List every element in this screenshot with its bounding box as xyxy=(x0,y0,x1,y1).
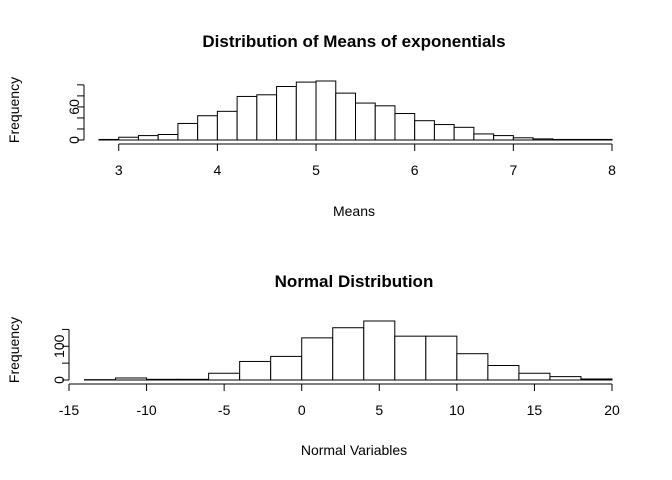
x-tick-label: 3 xyxy=(115,162,123,178)
histogram-bar xyxy=(146,378,179,381)
histogram-bar xyxy=(374,105,396,141)
histogram-bar xyxy=(208,372,241,381)
y-tick-label: 0 xyxy=(66,136,82,144)
y-axis-label: Frequency xyxy=(6,317,22,383)
histogram-bar xyxy=(487,365,520,381)
histogram-bar xyxy=(473,133,495,141)
x-axis: -15 -10 -5 0 5 10 15 20 xyxy=(59,383,620,418)
histogram-bar xyxy=(363,320,396,381)
histogram-bar xyxy=(433,124,455,141)
histogram-bar xyxy=(394,113,416,141)
histogram-bar xyxy=(239,360,272,381)
histogram-bar xyxy=(177,378,210,381)
histogram-bar xyxy=(98,138,120,141)
histogram-bar xyxy=(177,122,199,141)
histogram-bar xyxy=(301,337,334,381)
y-axis: 0 100 xyxy=(51,328,70,384)
histogram-bar xyxy=(315,80,337,141)
histogram-bar xyxy=(216,110,238,141)
x-tick-label: 8 xyxy=(608,162,616,178)
y-tick-label: 100 xyxy=(51,334,67,358)
histogram-bar xyxy=(456,353,489,381)
x-tick-label: 7 xyxy=(509,162,517,178)
x-tick-label: 20 xyxy=(604,402,620,418)
x-axis-label: Means xyxy=(333,203,375,219)
histogram-bar xyxy=(137,135,159,141)
y-tick-label: 60 xyxy=(66,99,82,115)
y-tick-label: 0 xyxy=(51,376,67,384)
histogram-bar xyxy=(157,133,179,141)
y-axis-label: Frequency xyxy=(6,77,22,143)
y-axis: 0 60 xyxy=(66,84,85,144)
x-axis-label: Normal Variables xyxy=(301,442,407,458)
histogram-bar xyxy=(518,372,551,381)
histogram-bar xyxy=(335,92,356,141)
histogram-bar xyxy=(270,355,303,381)
histogram-bar xyxy=(591,138,613,141)
x-tick-label: 0 xyxy=(298,402,306,418)
histogram-bar xyxy=(236,95,258,141)
histogram-bar xyxy=(197,115,218,141)
histogram-bar xyxy=(572,138,593,141)
histogram-bar xyxy=(256,94,278,141)
histogram-normal-panel: Normal Distribution Normal Variables Fre… xyxy=(6,272,620,458)
x-tick-label: -10 xyxy=(136,402,156,418)
chart-title: Normal Distribution xyxy=(275,272,434,291)
histogram-bar xyxy=(332,327,365,381)
histogram-bar xyxy=(115,377,148,381)
histogram-bar xyxy=(580,378,613,381)
histogram-bar xyxy=(493,135,514,141)
histogram-bar xyxy=(414,120,435,141)
x-tick-label: 15 xyxy=(527,402,543,418)
x-axis: 3 4 5 6 7 8 xyxy=(115,143,616,178)
histogram-bar xyxy=(425,335,458,381)
x-tick-label: 5 xyxy=(375,402,383,418)
x-tick-label: -5 xyxy=(218,402,231,418)
histogram-bar xyxy=(276,86,297,141)
histogram-bar xyxy=(394,335,427,381)
x-tick-label: 5 xyxy=(312,162,320,178)
x-tick-label: -15 xyxy=(59,402,79,418)
histogram-bar xyxy=(512,137,534,141)
x-tick-label: 6 xyxy=(411,162,419,178)
histogram-means-panel: Distribution of Means of exponentials Me… xyxy=(6,32,616,219)
chart-title: Distribution of Means of exponentials xyxy=(202,32,505,51)
x-tick-label: 10 xyxy=(449,402,465,418)
histogram-bar xyxy=(532,138,554,141)
histogram-bar xyxy=(295,81,317,141)
histogram-bar xyxy=(453,126,475,141)
histogram-bar xyxy=(355,102,376,141)
x-tick-label: 4 xyxy=(213,162,221,178)
histogram-bar xyxy=(552,138,574,141)
bars-group xyxy=(98,80,613,141)
bars-group xyxy=(84,320,613,381)
histogram-bar xyxy=(118,136,139,141)
histogram-bar xyxy=(549,376,582,381)
